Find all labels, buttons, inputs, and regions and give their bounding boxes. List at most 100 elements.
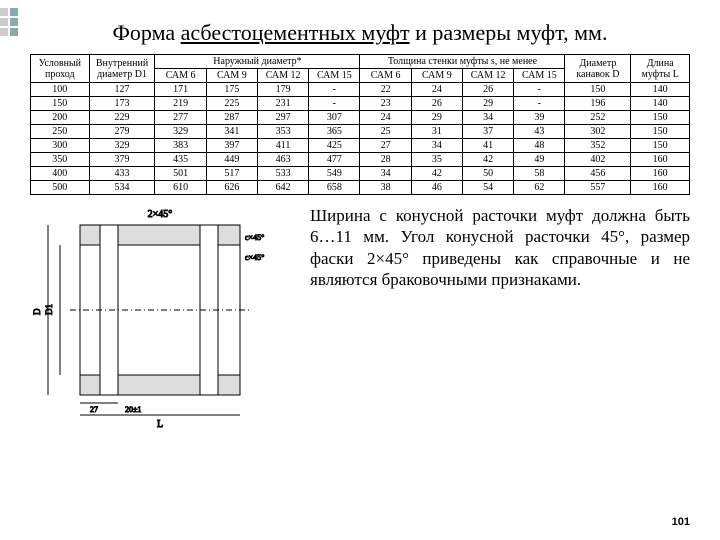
table-cell: 456: [565, 167, 631, 181]
col-header: Условный проход: [31, 55, 90, 83]
table-cell: 31: [411, 125, 462, 139]
table-cell: 517: [206, 167, 257, 181]
table-cell: 27: [360, 139, 411, 153]
table-cell: -: [514, 83, 565, 97]
table-cell: 365: [309, 125, 360, 139]
table-cell: 287: [206, 111, 257, 125]
table-cell: 477: [309, 153, 360, 167]
col-header: Диаметр канавок D: [565, 55, 631, 83]
table-cell: 219: [155, 97, 206, 111]
col-header: Длина муфты L: [631, 55, 690, 83]
table-cell: 35: [411, 153, 462, 167]
table-cell: 50: [462, 167, 513, 181]
table-cell: 433: [89, 167, 155, 181]
table-cell: 411: [257, 139, 308, 153]
table-cell: 160: [631, 181, 690, 195]
table-cell: 350: [31, 153, 90, 167]
table-cell: 140: [631, 83, 690, 97]
table-cell: 100: [31, 83, 90, 97]
table-cell: 150: [631, 139, 690, 153]
table-cell: 196: [565, 97, 631, 111]
table-cell: 43: [514, 125, 565, 139]
table-cell: -: [309, 97, 360, 111]
table-cell: 352: [565, 139, 631, 153]
col-subheader: САМ 15: [309, 69, 360, 83]
col-header: Внутренний диаметр D1: [89, 55, 155, 83]
table-cell: 225: [206, 97, 257, 111]
table-cell: 140: [631, 97, 690, 111]
table-cell: 49: [514, 153, 565, 167]
table-cell: 297: [257, 111, 308, 125]
table-row: 100127171175179-222426-150140: [31, 83, 690, 97]
table-cell: 160: [631, 153, 690, 167]
note-text: Ширина с конусной расточки муфт должна б…: [310, 205, 690, 445]
table-cell: 34: [360, 167, 411, 181]
table-cell: 58: [514, 167, 565, 181]
table-cell: 23: [360, 97, 411, 111]
table-cell: 277: [155, 111, 206, 125]
table-cell: 150: [631, 125, 690, 139]
table-cell: 26: [462, 83, 513, 97]
table-cell: 449: [206, 153, 257, 167]
svg-text:L: L: [157, 419, 163, 430]
table-cell: 279: [89, 125, 155, 139]
table-cell: 379: [89, 153, 155, 167]
table-cell: 231: [257, 97, 308, 111]
table-cell: 300: [31, 139, 90, 153]
table-cell: 42: [462, 153, 513, 167]
table-row: 25027932934135336525313743302150: [31, 125, 690, 139]
table-cell: 29: [411, 111, 462, 125]
table-row: 20022927728729730724293439252150: [31, 111, 690, 125]
table-cell: 252: [565, 111, 631, 125]
table-cell: 500: [31, 181, 90, 195]
table-row: 40043350151753354934425058456160: [31, 167, 690, 181]
col-subheader: САМ 12: [462, 69, 513, 83]
table-cell: 150: [31, 97, 90, 111]
table-row: 35037943544946347728354249402160: [31, 153, 690, 167]
table-cell: 626: [206, 181, 257, 195]
table-cell: 610: [155, 181, 206, 195]
col-subheader: САМ 6: [360, 69, 411, 83]
table-cell: 150: [631, 111, 690, 125]
table-cell: 160: [631, 167, 690, 181]
col-header: Толщина стенки муфты s, не менее: [360, 55, 565, 69]
svg-text:c×45°: c×45°: [245, 233, 264, 242]
table-cell: 173: [89, 97, 155, 111]
table-row: 50053461062664265838465462557160: [31, 181, 690, 195]
table-cell: 171: [155, 83, 206, 97]
table-cell: 200: [31, 111, 90, 125]
table-cell: 229: [89, 111, 155, 125]
table-cell: 250: [31, 125, 90, 139]
col-subheader: САМ 15: [514, 69, 565, 83]
col-subheader: САМ 12: [257, 69, 308, 83]
table-cell: 42: [411, 167, 462, 181]
table-cell: 34: [411, 139, 462, 153]
table-cell: -: [309, 83, 360, 97]
table-cell: 329: [89, 139, 155, 153]
table-cell: 549: [309, 167, 360, 181]
table-cell: 557: [565, 181, 631, 195]
table-cell: 400: [31, 167, 90, 181]
table-cell: 24: [411, 83, 462, 97]
page-title: Форма асбестоцементных муфт и размеры му…: [30, 20, 690, 46]
slide-decoration: [0, 8, 24, 36]
table-cell: 658: [309, 181, 360, 195]
table-cell: 179: [257, 83, 308, 97]
svg-text:27: 27: [90, 405, 98, 414]
page-number: 101: [672, 516, 690, 528]
table-cell: 48: [514, 139, 565, 153]
table-cell: 46: [411, 181, 462, 195]
table-cell: 28: [360, 153, 411, 167]
table-cell: 501: [155, 167, 206, 181]
table-cell: 353: [257, 125, 308, 139]
table-cell: 463: [257, 153, 308, 167]
table-row: 150173219225231-232629-196140: [31, 97, 690, 111]
table-cell: 534: [89, 181, 155, 195]
col-header: Наружный диаметр*: [155, 55, 360, 69]
title-post: и размеры муфт, мм.: [410, 20, 608, 45]
table-cell: 26: [411, 97, 462, 111]
table-cell: 29: [462, 97, 513, 111]
col-subheader: САМ 9: [206, 69, 257, 83]
table-cell: 38: [360, 181, 411, 195]
table-cell: 383: [155, 139, 206, 153]
